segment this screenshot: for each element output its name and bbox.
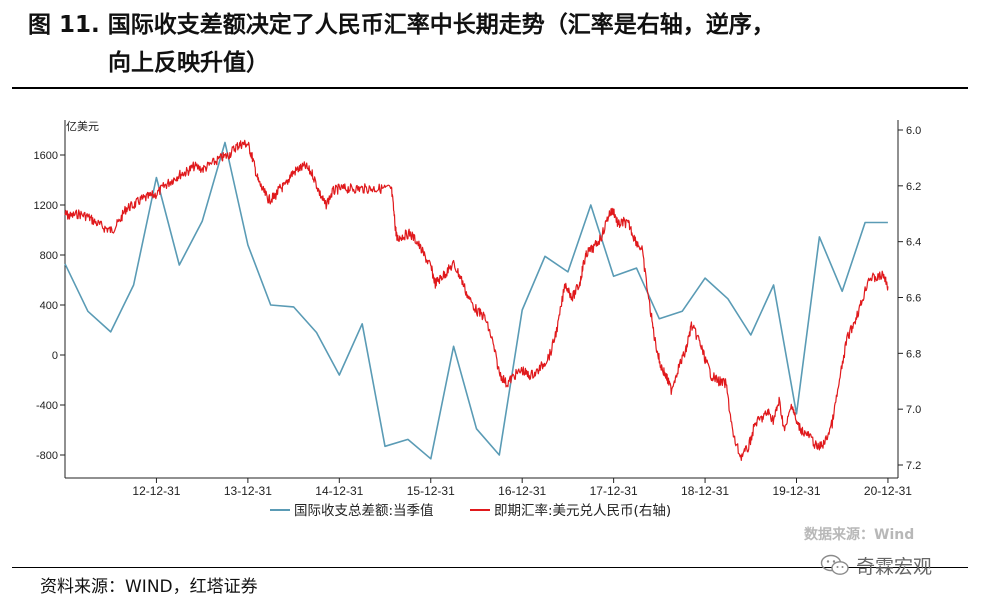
- x-tick-label: 17-12-31: [590, 484, 638, 498]
- series-line-1: [64, 141, 888, 460]
- right-tick-label: 6.6: [906, 293, 921, 305]
- figure-title-line-1: 图 11. 国际收支差额决定了人民币汇率中长期走势（汇率是右轴，逆序，: [28, 12, 775, 38]
- left-tick-label: -800: [36, 450, 58, 462]
- title-rule: [12, 87, 968, 89]
- wechat-account-name: 奇霖宏观: [856, 555, 933, 578]
- x-tick-label: 18-12-31: [681, 484, 729, 498]
- x-tick-label: 19-12-31: [772, 484, 820, 498]
- right-tick-label: 6.0: [906, 125, 921, 137]
- right-tick-label: 7.2: [906, 460, 921, 472]
- wind-watermark: 数据来源：Wind: [804, 527, 915, 543]
- x-tick-label: 14-12-31: [315, 484, 363, 498]
- title-block: 图 11. 国际收支差额决定了人民币汇率中长期走势（汇率是右轴，逆序， 向上反映…: [28, 6, 968, 82]
- right-tick-label: 7.0: [906, 404, 921, 416]
- left-tick-label: 400: [40, 300, 58, 312]
- chart-series: [64, 139, 889, 461]
- chart-axes: 亿美元 -800 -400 0 400 800 1200 1600 6.0 6.2 6.4 6.6 6.…: [34, 120, 921, 498]
- figure-title-line-2: 向上反映升值）: [108, 50, 269, 76]
- x-tick-label: 13-12-31: [224, 484, 272, 498]
- right-tick-label: 6.4: [906, 237, 921, 249]
- x-tick-label: 20-12-31: [864, 484, 912, 498]
- series-line-2: [64, 139, 889, 461]
- left-axis-unit: 亿美元: [66, 120, 99, 133]
- legend-label-2: 即期汇率:美元兑人民币(右轴): [494, 502, 671, 519]
- source-note: 资料来源：WIND，红塔证券: [40, 577, 258, 597]
- left-tick-label: 800: [40, 250, 58, 262]
- footer-rule: [12, 567, 968, 568]
- wechat-badge[interactable]: 奇霖宏观: [820, 548, 932, 582]
- legend-label-1: 国际收支总差额:当季值: [294, 503, 434, 519]
- right-tick-label: 6.8: [906, 348, 921, 360]
- left-tick-label: 1200: [34, 200, 58, 212]
- left-tick-label: 0: [52, 350, 58, 362]
- right-tick-label: 6.2: [906, 181, 921, 193]
- x-tick-label: 15-12-31: [407, 484, 455, 498]
- left-tick-label: -400: [36, 400, 58, 412]
- wechat-icon: [820, 554, 849, 575]
- chart-legend: 国际收支总差额:当季值 即期汇率:美元兑人民币(右轴): [270, 502, 671, 519]
- x-tick-label: 12-12-31: [132, 484, 180, 498]
- left-tick-label: 1600: [34, 150, 58, 162]
- x-tick-label: 16-12-31: [498, 484, 546, 498]
